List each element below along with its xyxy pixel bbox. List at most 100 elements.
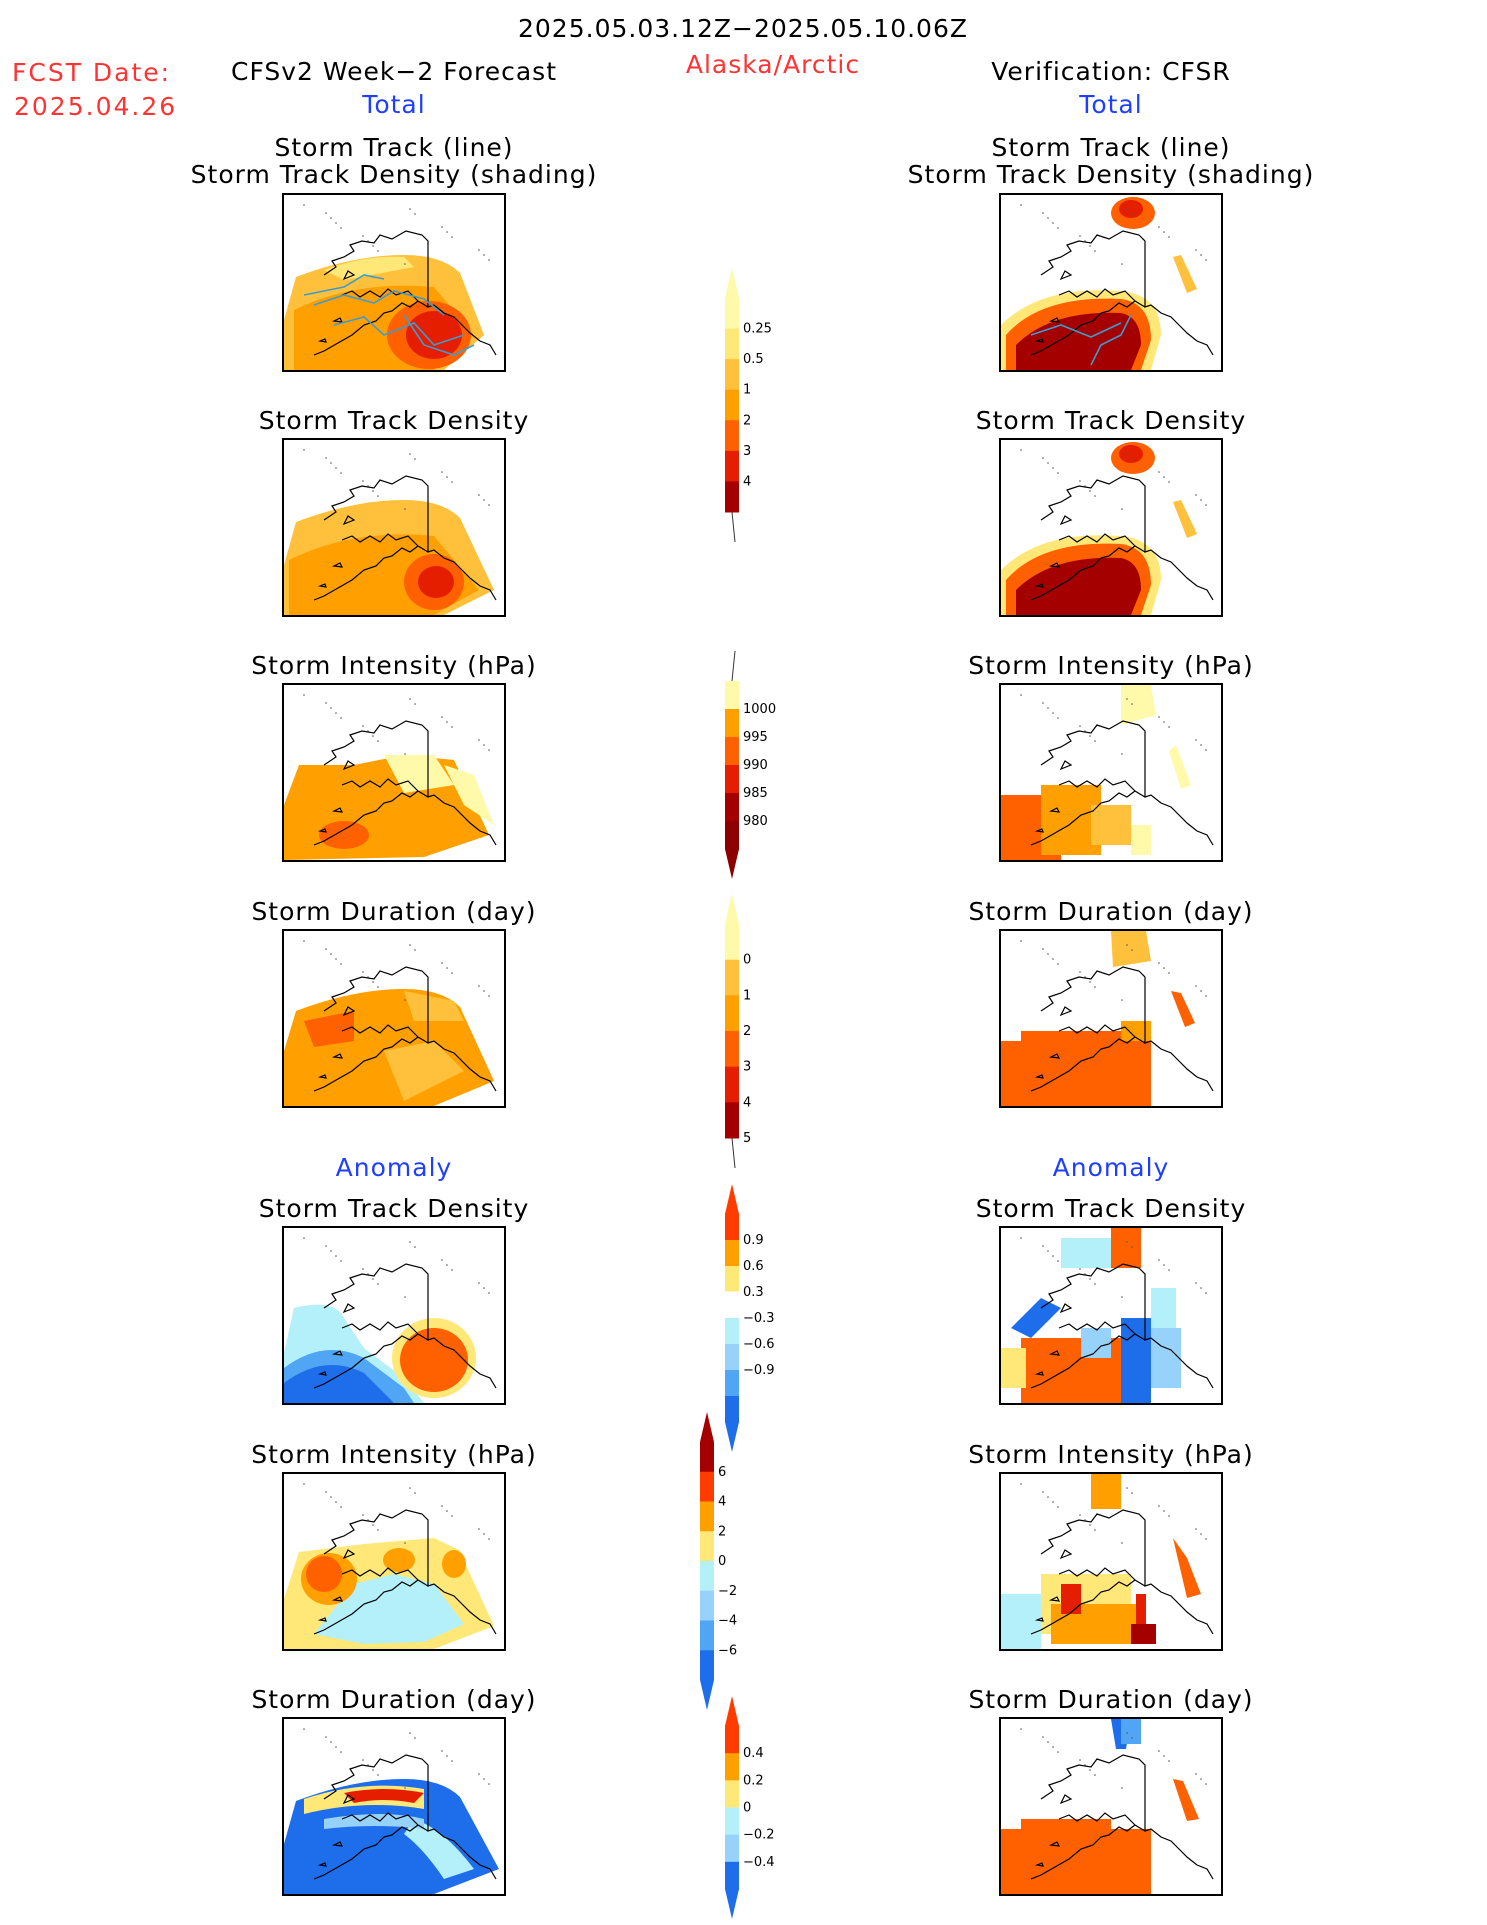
map-fcst-anom-duration — [282, 1717, 506, 1896]
right-total-label: Total — [1079, 90, 1143, 119]
grid-dot — [1047, 217, 1049, 219]
grid-dot — [367, 976, 369, 978]
right-duration-title: Storm Duration (day) — [968, 897, 1254, 926]
coastline — [313, 230, 497, 356]
grid-dot — [1126, 698, 1128, 700]
grid-dot — [1205, 1783, 1207, 1785]
colorbar-line-bottom — [731, 1137, 736, 1169]
grid-dot — [377, 495, 379, 497]
grid-dot — [1195, 249, 1197, 251]
grid-dot — [446, 476, 448, 478]
colorbar-line-bottom — [731, 511, 736, 543]
grid-dot — [441, 1259, 443, 1261]
coastline — [313, 720, 497, 846]
shading-region — [1061, 1238, 1111, 1268]
grid-dot — [1052, 1746, 1054, 1748]
grid-dot — [1205, 1538, 1207, 1540]
map-fcst-density — [282, 438, 506, 617]
grid-dot — [1195, 494, 1197, 496]
grid-dot — [1089, 245, 1091, 247]
grid-dot — [404, 1542, 406, 1544]
grid-dot — [372, 1524, 374, 1526]
colorbar-segment — [725, 389, 739, 421]
grid-dot — [1131, 949, 1133, 951]
map-canvas — [1001, 1719, 1214, 1894]
map-cfsr-anom-intensity — [999, 1472, 1223, 1651]
grid-dot — [1200, 744, 1202, 746]
colorbar-arrow-top — [725, 1696, 739, 1726]
map-fcst-anom-intensity — [282, 1472, 506, 1651]
grid-dot — [414, 213, 416, 215]
grid-dot — [488, 1783, 490, 1785]
colorbar-tick-label: 0.9 — [743, 1233, 764, 1248]
left-density-title: Storm Track Density — [258, 406, 530, 435]
map-cfsr-anom-density — [999, 1226, 1223, 1405]
grid-dot — [446, 231, 448, 233]
grid-dot — [451, 236, 453, 238]
grid-dot — [1168, 1269, 1170, 1271]
grid-dot — [1094, 1774, 1096, 1776]
grid-dot — [478, 1282, 480, 1284]
grid-dot — [451, 726, 453, 728]
grid-dot — [1052, 1255, 1054, 1257]
colorbar-segment — [700, 1442, 714, 1473]
grid-dot — [1163, 231, 1165, 233]
grid-dot — [488, 995, 490, 997]
map-cfsr-track — [999, 193, 1223, 372]
colorbar-anom-density: 0.9 0.6 0.3 −0.3 −0.6 −0.9 — [724, 1184, 775, 1452]
colorbar-tick-label: 4 — [718, 1495, 726, 1510]
map-cfsr-duration — [999, 929, 1223, 1108]
grid-dot — [446, 1755, 448, 1757]
colorbar-arrow-bottom — [725, 1889, 739, 1919]
colorbar-tick-label: −6 — [718, 1643, 737, 1658]
grid-dot — [335, 467, 337, 469]
grid-dot — [1079, 480, 1081, 482]
grid-dot — [1131, 1492, 1133, 1494]
grid-dot — [1126, 453, 1128, 455]
shading-region — [1171, 991, 1195, 1027]
storm-track-line — [1030, 322, 1122, 338]
coastline — [1030, 1509, 1214, 1635]
colorbar-segment — [725, 298, 739, 330]
shading-region — [1131, 825, 1151, 855]
grid-dot — [1042, 948, 1044, 950]
grid-dot — [1047, 1496, 1049, 1498]
grid-dot — [335, 958, 337, 960]
grid-dot — [1052, 712, 1054, 714]
grid-dot — [1205, 749, 1207, 751]
map-canvas — [284, 449, 497, 615]
grid-dot — [409, 453, 411, 455]
grid-dot — [1094, 986, 1096, 988]
map-fcst-intensity — [282, 683, 506, 862]
right-anomaly-label: Anomaly — [1052, 1153, 1170, 1182]
colorbar-arrow-bottom — [725, 1422, 739, 1452]
grid-dot — [1094, 740, 1096, 742]
shading-region — [1111, 931, 1151, 967]
map-canvas — [1001, 1228, 1214, 1403]
right-anom-duration-title: Storm Duration (day) — [968, 1685, 1254, 1714]
colorbar-arrow-top — [725, 1184, 739, 1214]
colorbar-segment — [725, 924, 739, 961]
grid-dot — [1079, 1268, 1081, 1270]
grid-dot — [1042, 1736, 1044, 1738]
coastline — [1030, 1263, 1214, 1389]
grid-dot — [1131, 703, 1133, 705]
grid-dot — [1057, 227, 1059, 229]
grid-dot — [1094, 250, 1096, 252]
grid-dot — [372, 1278, 374, 1280]
grid-dot — [409, 698, 411, 700]
colorbar-segment — [700, 1650, 714, 1681]
shading-region — [1151, 1288, 1176, 1328]
grid-dot — [1131, 213, 1133, 215]
coastline — [1030, 720, 1214, 846]
colorbar-segment — [725, 1834, 739, 1863]
grid-dot — [1089, 981, 1091, 983]
colorbar-segment — [725, 1102, 739, 1139]
grid-dot — [1158, 1750, 1160, 1752]
shading-region — [1001, 1041, 1151, 1106]
grid-dot — [325, 1736, 327, 1738]
grid-dot — [377, 986, 379, 988]
shading-region — [1081, 1328, 1111, 1358]
grid-dot — [1020, 1483, 1022, 1485]
shading-region — [1061, 1584, 1081, 1614]
